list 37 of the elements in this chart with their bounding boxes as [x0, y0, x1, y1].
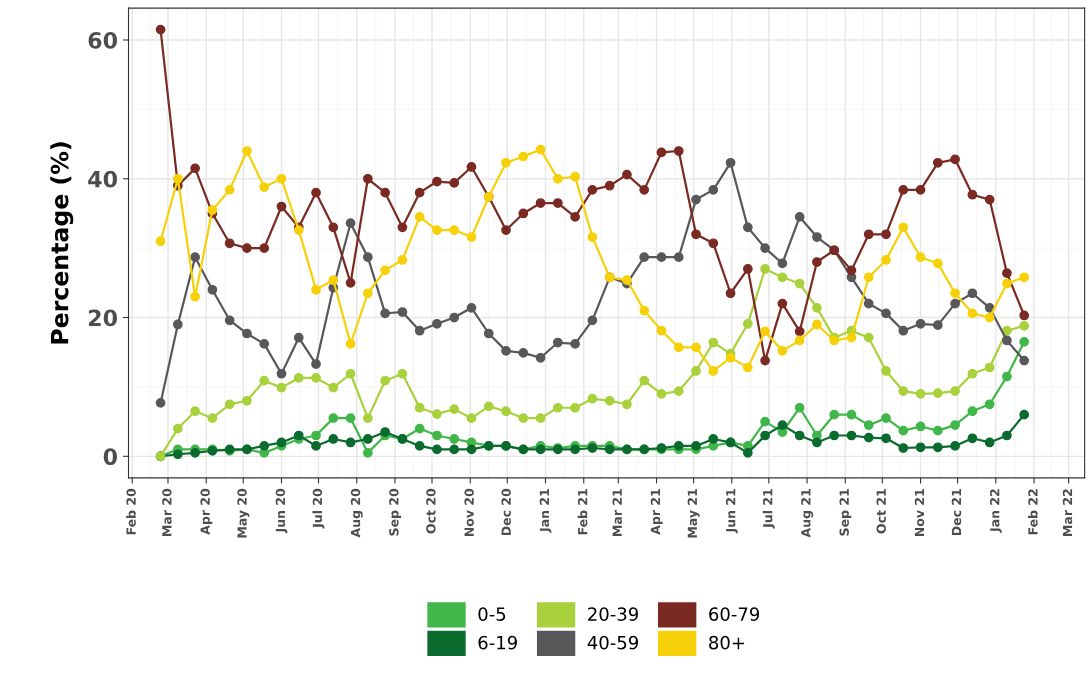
legend-label: 80+	[709, 635, 745, 650]
x-tick-label: Feb 22	[1028, 489, 1038, 535]
x-tick-label: Sep 20	[389, 488, 402, 536]
x-tick-label: Feb 21	[577, 489, 588, 535]
x-tick-label: Oct 21	[876, 489, 886, 534]
x-tick-label: Nov 21	[914, 489, 925, 537]
x-tick-label: Sep 21	[839, 489, 852, 536]
x-tick-label: Dec 21	[951, 489, 962, 536]
x-tick-label: May 21	[687, 489, 700, 538]
x-tick-label: Jan 21	[539, 489, 552, 533]
x-tick-label: May 20	[237, 488, 250, 538]
x-tick-label: Mar 20	[162, 488, 172, 536]
x-tick-label: Aug 21	[801, 489, 814, 538]
legend-label: 6-19	[478, 635, 517, 650]
legend-label: 0-5	[478, 607, 506, 621]
x-tick-label: Mar 21	[612, 489, 622, 536]
y-axis-title: Percentage (%)	[50, 142, 74, 344]
x-tick-label: Oct 20	[426, 488, 436, 534]
legend-label: 40-59	[587, 635, 638, 650]
x-tick-label: Apr 21	[650, 489, 663, 535]
y-tick-label: 20	[88, 309, 118, 327]
x-tick-label: Aug 20	[350, 488, 363, 538]
legend-label: 60-79	[709, 607, 760, 621]
x-tick-label: Jun 21	[725, 489, 738, 534]
legend-label: 20-39	[588, 607, 638, 621]
y-tick-label: 0	[103, 448, 118, 466]
x-tick-label: Jul 21	[762, 489, 775, 529]
x-tick-label: Feb 20	[126, 488, 136, 535]
x-tick-label: Mar 22	[1062, 489, 1073, 536]
x-tick-label: Apr 20	[200, 488, 213, 535]
y-tick-label: 60	[88, 31, 118, 49]
y-tick-label: 40	[88, 170, 118, 188]
x-tick-label: Jul 20	[312, 488, 325, 529]
x-tick-label: Dec 20	[501, 488, 511, 536]
x-tick-label: Nov 20	[464, 488, 474, 537]
x-tick-label: Jan 22	[989, 489, 1002, 533]
x-tick-label: Jun 20	[275, 488, 288, 534]
